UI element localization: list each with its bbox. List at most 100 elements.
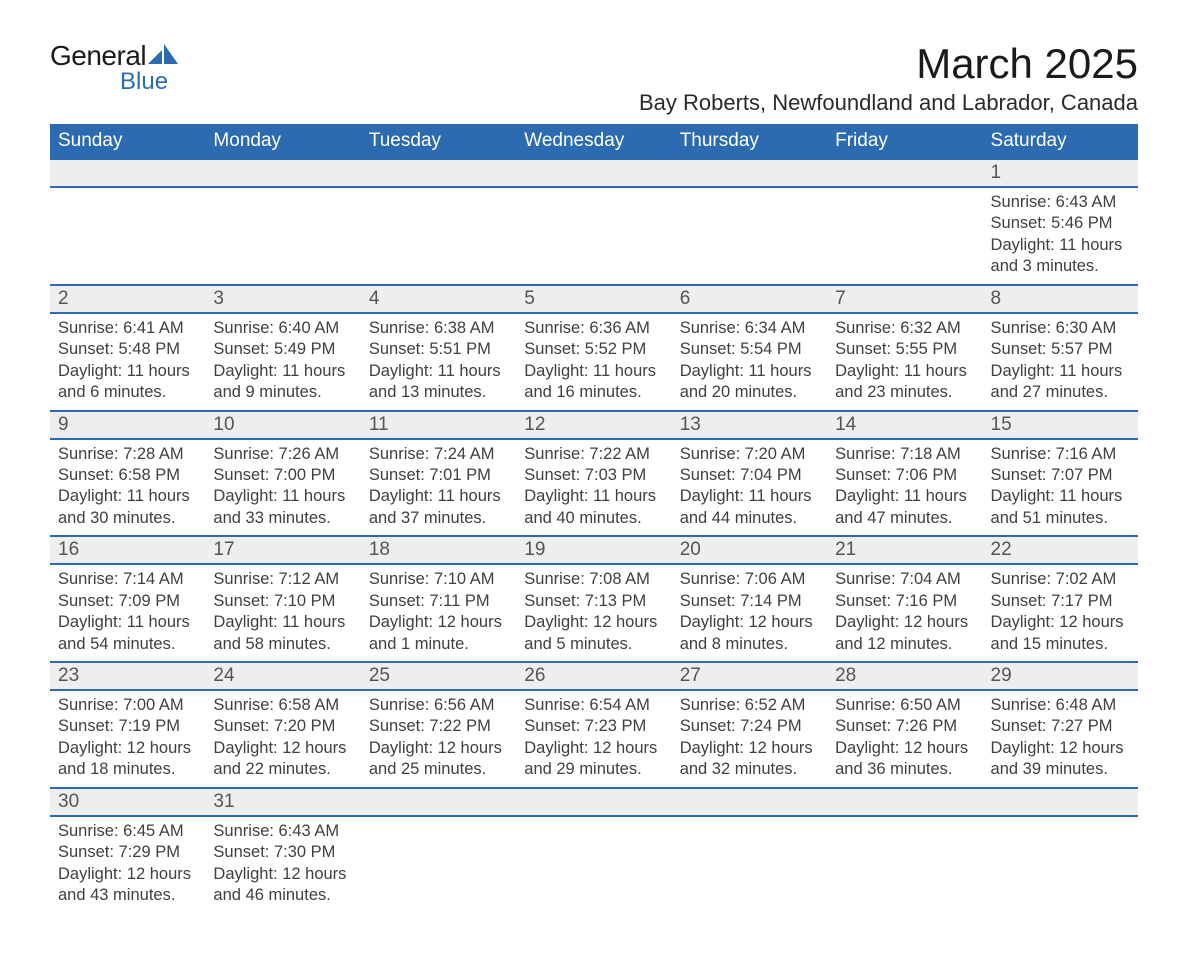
week-details-row: Sunrise: 6:41 AMSunset: 5:48 PMDaylight:… — [50, 313, 1138, 411]
sunset-text: Sunset: 7:09 PM — [58, 591, 197, 612]
sunset-text: Sunset: 7:00 PM — [213, 465, 352, 486]
daylight-text: Daylight: 12 hours — [58, 738, 197, 759]
day-details-cell: Sunrise: 6:43 AMSunset: 7:30 PMDaylight:… — [205, 816, 360, 913]
day-details-cell: Sunrise: 6:50 AMSunset: 7:26 PMDaylight:… — [827, 690, 982, 788]
day-number-cell: 5 — [516, 285, 671, 313]
daylight-text: Daylight: 11 hours — [680, 486, 819, 507]
week-details-row: Sunrise: 7:00 AMSunset: 7:19 PMDaylight:… — [50, 690, 1138, 788]
week-details-row: Sunrise: 6:45 AMSunset: 7:29 PMDaylight:… — [50, 816, 1138, 913]
daylight-text: and 18 minutes. — [58, 759, 197, 780]
day-details-cell: Sunrise: 6:30 AMSunset: 5:57 PMDaylight:… — [983, 313, 1138, 411]
week-daynum-row: 16171819202122 — [50, 536, 1138, 564]
sunset-text: Sunset: 7:01 PM — [369, 465, 508, 486]
day-details-cell: Sunrise: 7:10 AMSunset: 7:11 PMDaylight:… — [361, 564, 516, 662]
daylight-text: and 39 minutes. — [991, 759, 1130, 780]
daylight-text: Daylight: 11 hours — [213, 361, 352, 382]
location-subtitle: Bay Roberts, Newfoundland and Labrador, … — [639, 90, 1138, 116]
daylight-text: Daylight: 11 hours — [213, 612, 352, 633]
header: General Blue March 2025 Bay Roberts, New… — [50, 40, 1138, 116]
daylight-text: Daylight: 11 hours — [58, 612, 197, 633]
calendar-table: Sunday Monday Tuesday Wednesday Thursday… — [50, 124, 1138, 913]
col-tuesday: Tuesday — [361, 124, 516, 159]
daylight-text: Daylight: 12 hours — [213, 738, 352, 759]
day-details-cell — [205, 187, 360, 285]
day-details-cell: Sunrise: 6:34 AMSunset: 5:54 PMDaylight:… — [672, 313, 827, 411]
daylight-text: and 30 minutes. — [58, 508, 197, 529]
day-number-cell: 19 — [516, 536, 671, 564]
sunrise-text: Sunrise: 7:08 AM — [524, 569, 663, 590]
week-daynum-row: 2345678 — [50, 285, 1138, 313]
daylight-text: Daylight: 12 hours — [58, 864, 197, 885]
day-number-cell — [827, 788, 982, 816]
day-number-cell — [672, 788, 827, 816]
day-details-cell: Sunrise: 7:26 AMSunset: 7:00 PMDaylight:… — [205, 439, 360, 537]
day-details-cell: Sunrise: 7:16 AMSunset: 7:07 PMDaylight:… — [983, 439, 1138, 537]
daylight-text: Daylight: 12 hours — [835, 612, 974, 633]
day-details-cell: Sunrise: 7:00 AMSunset: 7:19 PMDaylight:… — [50, 690, 205, 788]
daylight-text: and 23 minutes. — [835, 382, 974, 403]
sunrise-text: Sunrise: 7:02 AM — [991, 569, 1130, 590]
sunrise-text: Sunrise: 6:36 AM — [524, 318, 663, 339]
sunrise-text: Sunrise: 7:20 AM — [680, 444, 819, 465]
sunset-text: Sunset: 7:17 PM — [991, 591, 1130, 612]
day-number-cell: 24 — [205, 662, 360, 690]
sunset-text: Sunset: 6:58 PM — [58, 465, 197, 486]
col-friday: Friday — [827, 124, 982, 159]
daylight-text: and 8 minutes. — [680, 634, 819, 655]
daylight-text: and 46 minutes. — [213, 885, 352, 906]
sunset-text: Sunset: 7:20 PM — [213, 716, 352, 737]
sunset-text: Sunset: 7:11 PM — [369, 591, 508, 612]
daylight-text: Daylight: 12 hours — [680, 612, 819, 633]
day-number-cell: 9 — [50, 411, 205, 439]
daylight-text: and 15 minutes. — [991, 634, 1130, 655]
day-number-cell: 16 — [50, 536, 205, 564]
day-details-cell — [827, 816, 982, 913]
page-title: March 2025 — [639, 40, 1138, 88]
day-details-cell: Sunrise: 6:36 AMSunset: 5:52 PMDaylight:… — [516, 313, 671, 411]
col-monday: Monday — [205, 124, 360, 159]
daylight-text: and 22 minutes. — [213, 759, 352, 780]
day-number-cell: 13 — [672, 411, 827, 439]
day-number-cell: 25 — [361, 662, 516, 690]
day-details-cell — [827, 187, 982, 285]
daylight-text: Daylight: 11 hours — [58, 361, 197, 382]
day-details-cell: Sunrise: 6:54 AMSunset: 7:23 PMDaylight:… — [516, 690, 671, 788]
day-number-cell: 29 — [983, 662, 1138, 690]
day-details-cell: Sunrise: 7:28 AMSunset: 6:58 PMDaylight:… — [50, 439, 205, 537]
day-details-cell: Sunrise: 6:58 AMSunset: 7:20 PMDaylight:… — [205, 690, 360, 788]
day-number-cell: 28 — [827, 662, 982, 690]
daylight-text: Daylight: 11 hours — [991, 235, 1130, 256]
day-details-cell: Sunrise: 6:56 AMSunset: 7:22 PMDaylight:… — [361, 690, 516, 788]
day-details-cell — [672, 816, 827, 913]
day-details-cell: Sunrise: 7:14 AMSunset: 7:09 PMDaylight:… — [50, 564, 205, 662]
day-number-cell: 14 — [827, 411, 982, 439]
sunset-text: Sunset: 7:27 PM — [991, 716, 1130, 737]
daylight-text: and 43 minutes. — [58, 885, 197, 906]
daylight-text: and 3 minutes. — [991, 256, 1130, 277]
sunrise-text: Sunrise: 7:26 AM — [213, 444, 352, 465]
daylight-text: Daylight: 11 hours — [369, 361, 508, 382]
logo-mark-icon — [148, 44, 178, 69]
daylight-text: Daylight: 12 hours — [524, 612, 663, 633]
day-number-cell — [205, 159, 360, 187]
daylight-text: Daylight: 11 hours — [991, 361, 1130, 382]
sunrise-text: Sunrise: 6:56 AM — [369, 695, 508, 716]
daylight-text: and 37 minutes. — [369, 508, 508, 529]
day-details-cell: Sunrise: 6:43 AMSunset: 5:46 PMDaylight:… — [983, 187, 1138, 285]
sunrise-text: Sunrise: 7:10 AM — [369, 569, 508, 590]
day-number-cell — [672, 159, 827, 187]
week-details-row: Sunrise: 7:14 AMSunset: 7:09 PMDaylight:… — [50, 564, 1138, 662]
day-details-cell — [516, 816, 671, 913]
day-number-cell: 17 — [205, 536, 360, 564]
day-number-cell — [361, 159, 516, 187]
day-details-cell: Sunrise: 7:18 AMSunset: 7:06 PMDaylight:… — [827, 439, 982, 537]
daylight-text: Daylight: 12 hours — [369, 738, 508, 759]
day-details-cell: Sunrise: 7:02 AMSunset: 7:17 PMDaylight:… — [983, 564, 1138, 662]
daylight-text: Daylight: 12 hours — [991, 738, 1130, 759]
day-number-cell — [361, 788, 516, 816]
daylight-text: Daylight: 11 hours — [991, 486, 1130, 507]
daylight-text: Daylight: 12 hours — [680, 738, 819, 759]
day-number-cell: 1 — [983, 159, 1138, 187]
daylight-text: and 13 minutes. — [369, 382, 508, 403]
week-daynum-row: 1 — [50, 159, 1138, 187]
